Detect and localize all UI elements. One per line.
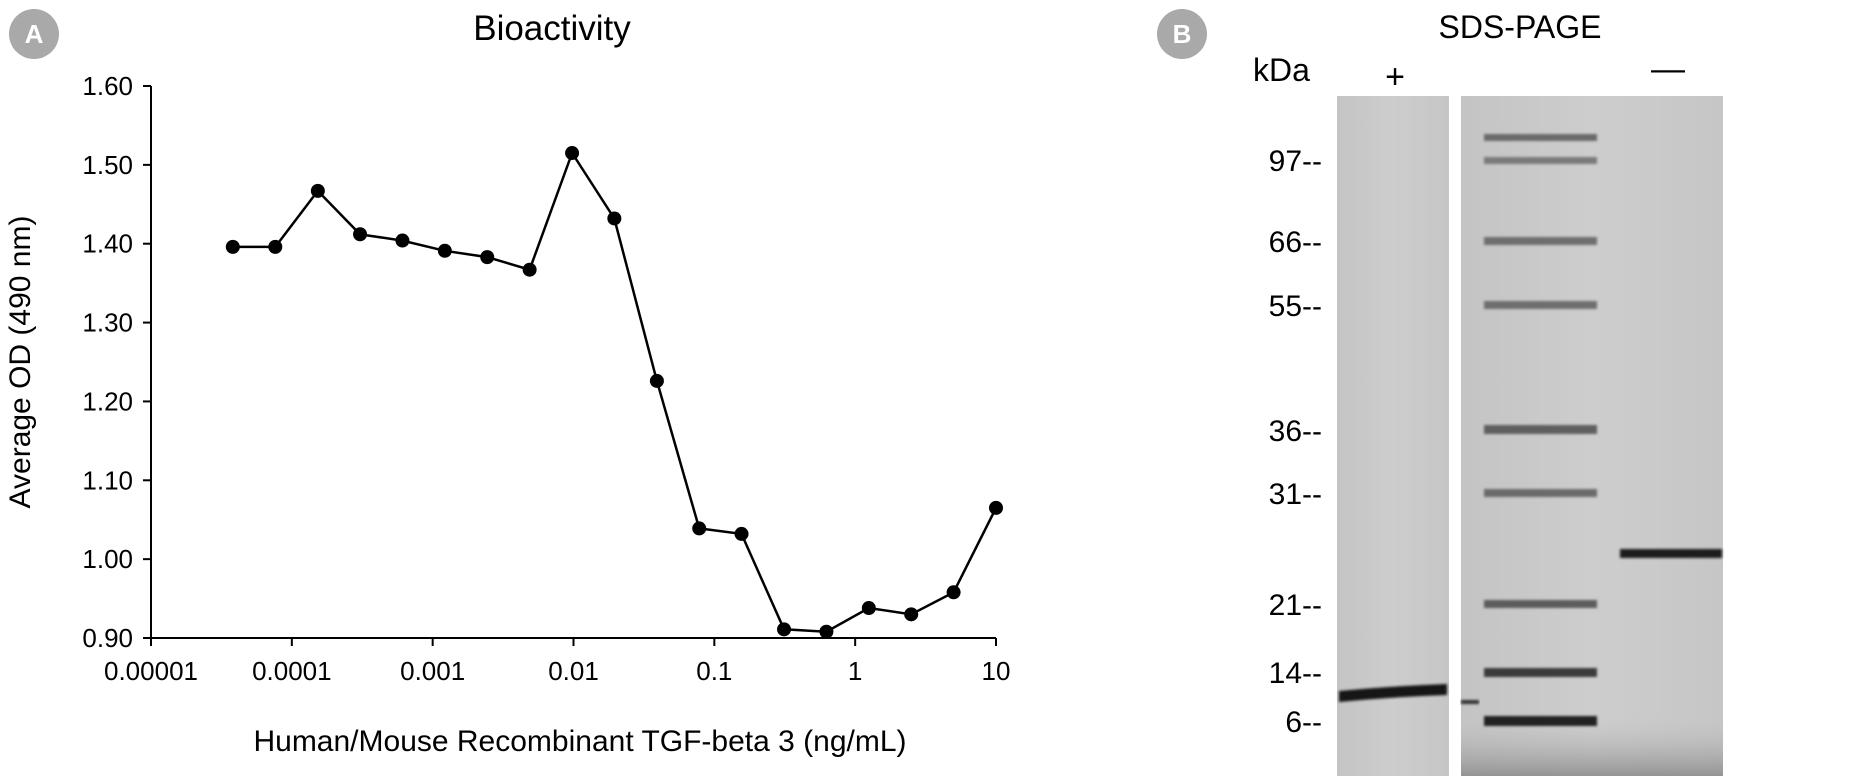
panel-b: B SDS-PAGE kDa + — 97-- 66-- 55-- 36-- 31-- 2… bbox=[1157, 9, 1723, 776]
data-point bbox=[946, 585, 961, 600]
series-points bbox=[225, 146, 1003, 639]
panel-b-badge: B bbox=[1173, 19, 1192, 49]
y-axis-label: Average OD (490 nm) bbox=[4, 216, 37, 509]
data-point bbox=[777, 622, 792, 637]
marker-band-21 bbox=[1484, 600, 1597, 608]
marker-band-14 bbox=[1484, 668, 1597, 677]
marker-lane-edge-artifact bbox=[1461, 700, 1479, 704]
y-tick-label: 1.60 bbox=[82, 71, 133, 101]
data-point bbox=[395, 233, 410, 248]
marker-band-97 bbox=[1484, 157, 1597, 164]
marker-bands bbox=[1484, 134, 1597, 726]
lane-label-reduced: + bbox=[1385, 58, 1405, 96]
marker-label: 97-- bbox=[1269, 145, 1322, 178]
marker-band-36 bbox=[1484, 425, 1597, 434]
panel-a-badge-circle bbox=[9, 9, 59, 59]
data-point bbox=[734, 526, 749, 541]
marker-labels: 97-- 66-- 55-- 36-- 31-- 21-- 14-- 6-- bbox=[1269, 145, 1322, 739]
marker-label: 66-- bbox=[1269, 226, 1322, 259]
gel-lane-reduced bbox=[1337, 96, 1449, 776]
data-point bbox=[353, 227, 368, 242]
panel-a-badge: A bbox=[25, 19, 44, 49]
marker-band-31 bbox=[1484, 489, 1597, 497]
data-point bbox=[861, 601, 876, 616]
x-axis-label: Human/Mouse Recombinant TGF-beta 3 (ng/m… bbox=[253, 725, 906, 758]
data-point bbox=[904, 607, 919, 622]
x-tick-label: 10 bbox=[982, 656, 1011, 686]
y-tick-label: 1.20 bbox=[82, 386, 133, 416]
panel-a: A Bioactivity 0.90 1.00 1.10 1.20 1.30 1.40 1.… bbox=[4, 9, 1010, 758]
y-tick-label: 0.90 bbox=[82, 623, 133, 653]
marker-label: 31-- bbox=[1269, 478, 1322, 511]
y-axis-ticks: 0.90 1.00 1.10 1.20 1.30 1.40 1.50 1.60 bbox=[82, 71, 151, 653]
data-point bbox=[649, 373, 664, 388]
panel-b-badge-circle bbox=[1157, 9, 1207, 59]
data-point bbox=[268, 239, 283, 254]
y-tick-label: 1.50 bbox=[82, 150, 133, 180]
marker-label: 36-- bbox=[1269, 415, 1322, 448]
y-tick-label: 1.30 bbox=[82, 308, 133, 338]
x-tick-label: 0.0001 bbox=[252, 656, 332, 686]
gel-lane-marker-nonreduced bbox=[1461, 96, 1723, 776]
marker-label: 21-- bbox=[1269, 589, 1322, 622]
kda-label: kDa bbox=[1253, 52, 1310, 88]
band-nonreduced bbox=[1620, 549, 1722, 558]
lane-label-nonreduced: — bbox=[1651, 50, 1685, 88]
marker-label: 55-- bbox=[1269, 290, 1322, 323]
data-point bbox=[607, 211, 622, 226]
y-tick-label: 1.00 bbox=[82, 544, 133, 574]
band-reduced bbox=[1339, 684, 1447, 702]
x-tick-label: 0.1 bbox=[696, 656, 732, 686]
y-tick-label: 1.40 bbox=[82, 229, 133, 259]
data-point bbox=[989, 500, 1003, 515]
gel-title: SDS-PAGE bbox=[1439, 9, 1602, 45]
marker-band-66 bbox=[1484, 237, 1597, 245]
data-point bbox=[225, 239, 240, 254]
x-tick-label: 1 bbox=[848, 656, 862, 686]
x-axis-ticks: 0.00001 0.0001 0.001 0.01 0.1 1 10 bbox=[104, 638, 1010, 686]
x-tick-label: 0.001 bbox=[400, 656, 465, 686]
data-point bbox=[692, 521, 707, 536]
data-point bbox=[819, 624, 834, 639]
marker-band-55 bbox=[1484, 301, 1597, 309]
y-tick-label: 1.10 bbox=[82, 465, 133, 495]
x-tick-label: 0.01 bbox=[548, 656, 599, 686]
data-point bbox=[437, 243, 452, 258]
marker-band-top bbox=[1484, 134, 1597, 141]
x-tick-label: 0.00001 bbox=[104, 656, 198, 686]
marker-band-6 bbox=[1484, 716, 1597, 726]
data-point bbox=[565, 146, 580, 161]
data-point bbox=[522, 262, 537, 277]
chart-title: Bioactivity bbox=[473, 9, 631, 48]
data-point bbox=[310, 183, 325, 198]
marker-label: 14-- bbox=[1269, 657, 1322, 690]
marker-label: 6-- bbox=[1285, 706, 1322, 739]
data-point bbox=[480, 250, 495, 265]
